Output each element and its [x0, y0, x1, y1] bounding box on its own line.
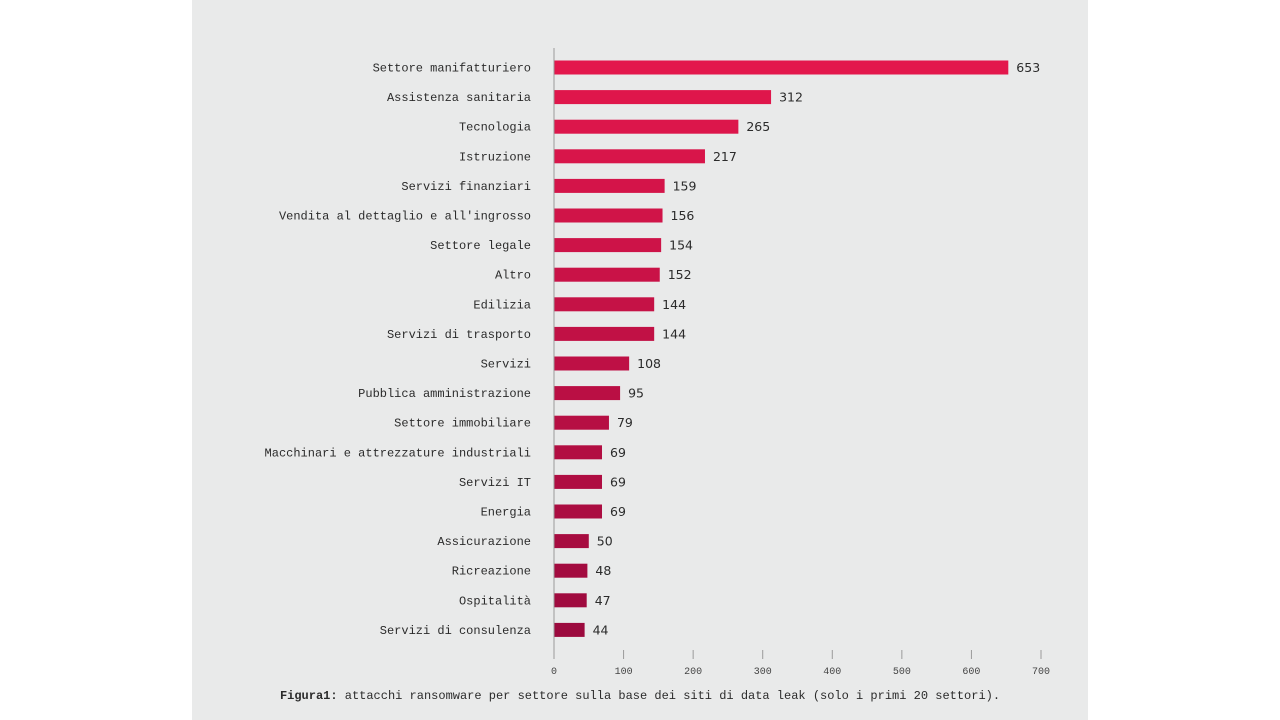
value-label: 159 [673, 178, 697, 193]
bar [554, 178, 665, 193]
bar [554, 90, 772, 105]
x-tick-label: 0 [551, 667, 557, 678]
value-label: 144 [662, 326, 686, 341]
bar [554, 238, 662, 253]
value-label: 154 [669, 238, 693, 253]
value-label: 265 [746, 119, 770, 134]
bar [554, 267, 660, 282]
x-tick-label: 700 [1032, 667, 1050, 678]
value-labels: 6533122652171591561541521441441089579696… [593, 60, 1041, 637]
x-tick-label: 600 [962, 667, 980, 678]
bar [554, 60, 1009, 75]
caption-text: attacchi ransomware per settore sulla ba… [337, 689, 1001, 703]
category-label: Macchinari e attrezzature industriali [265, 446, 531, 460]
bar [554, 149, 705, 164]
bar [554, 534, 589, 549]
value-label: 50 [597, 534, 613, 549]
value-label: 47 [595, 593, 611, 608]
value-label: 69 [610, 445, 626, 460]
bar [554, 326, 655, 341]
value-label: 312 [779, 90, 803, 105]
category-label: Assistenza sanitaria [387, 91, 531, 105]
category-label: Servizi di trasporto [387, 328, 531, 342]
value-label: 69 [610, 504, 626, 519]
value-label: 48 [595, 563, 611, 578]
value-label: 79 [617, 415, 633, 430]
category-label: Servizi [481, 358, 531, 372]
value-label: 44 [593, 622, 609, 637]
bar [554, 593, 587, 608]
value-label: 156 [671, 208, 695, 223]
bar [554, 563, 588, 578]
category-label: Tecnologia [459, 121, 531, 135]
bar [554, 356, 630, 371]
value-label: 152 [668, 267, 692, 282]
category-labels: Settore manifatturiero Assistenza sanitar… [265, 62, 531, 638]
value-label: 69 [610, 474, 626, 489]
bar [554, 208, 663, 223]
bars [554, 60, 1009, 637]
bar [554, 474, 603, 489]
category-label: Altro [495, 269, 531, 283]
value-label: 653 [1016, 60, 1040, 75]
caption-label: Figura1: [279, 689, 338, 703]
category-label: Ricreazione [452, 565, 531, 579]
figure-caption: Figura1: attacchi ransomware per settore… [0, 689, 1280, 703]
category-label: Edilizia [473, 298, 531, 312]
category-label: Istruzione [459, 150, 531, 164]
x-tick-label: 300 [754, 667, 772, 678]
x-tick-label: 400 [823, 667, 841, 678]
x-tick-label: 200 [684, 667, 702, 678]
category-label: Assicurazione [437, 535, 531, 549]
axes: 0 100 200 300 400 500 600 700 [551, 48, 1050, 678]
value-label: 108 [637, 356, 661, 371]
category-label: Settore manifatturiero [373, 62, 531, 76]
bar [554, 119, 739, 134]
bar [554, 622, 585, 637]
value-label: 95 [628, 386, 644, 401]
category-label: Vendita al dettaglio e all'ingrosso [279, 210, 531, 224]
bar [554, 504, 603, 519]
category-label: Settore immobiliare [394, 417, 531, 431]
bar [554, 445, 603, 460]
category-label: Servizi IT [459, 476, 531, 490]
value-label: 217 [713, 149, 737, 164]
category-label: Pubblica amministrazione [358, 387, 531, 401]
category-label: Ospitalità [459, 594, 531, 608]
category-label: Servizi di consulenza [380, 624, 531, 638]
x-tick-label: 500 [893, 667, 911, 678]
bar [554, 415, 609, 430]
category-label: Servizi finanziari [401, 180, 531, 194]
bar [554, 297, 655, 312]
bar-chart: Settore manifatturiero Assistenza sanitar… [265, 48, 1050, 678]
category-label: Energia [481, 506, 531, 520]
x-tick-label: 100 [615, 667, 633, 678]
value-label: 144 [662, 297, 686, 312]
category-label: Settore legale [430, 239, 531, 253]
bar [554, 386, 621, 401]
